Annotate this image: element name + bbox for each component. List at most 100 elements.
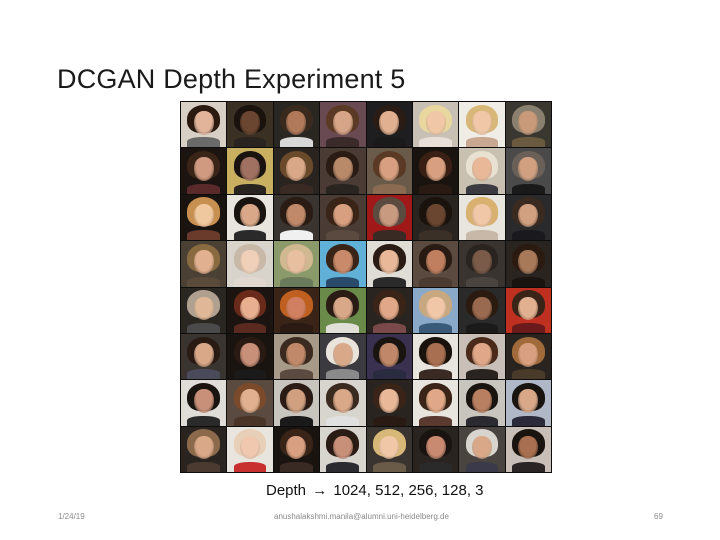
face-skin: [425, 203, 446, 228]
face-skin: [240, 250, 261, 274]
face-thumbnail: [273, 194, 320, 241]
face-shoulders: [326, 276, 360, 287]
face-skin: [240, 435, 261, 460]
face-thumbnail: [320, 333, 366, 380]
face-skin: [518, 389, 539, 413]
face-skin: [471, 389, 492, 413]
face-shoulders: [465, 369, 499, 380]
face-shoulders: [511, 322, 545, 333]
face-shoulders: [372, 183, 406, 194]
face-thumbnail: [505, 333, 551, 380]
face-skin: [471, 111, 492, 135]
face-skin: [286, 435, 307, 460]
face-skin: [471, 296, 492, 321]
face-shoulders: [372, 137, 406, 148]
face-shoulders: [326, 230, 360, 241]
face-shoulders: [280, 415, 313, 426]
face-skin: [332, 250, 353, 274]
face-thumbnail: [366, 426, 412, 472]
footer-page-number: 69: [654, 512, 663, 521]
face-shoulders: [233, 137, 267, 148]
face-thumbnail: [366, 148, 412, 194]
face-thumbnail: [273, 380, 320, 426]
face-shoulders: [280, 230, 313, 241]
face-shoulders: [326, 322, 360, 333]
face-thumbnail: [181, 426, 227, 472]
face-shoulders: [187, 322, 220, 333]
face-thumbnail: [412, 426, 459, 472]
face-shoulders: [419, 183, 452, 194]
face-skin: [518, 296, 539, 321]
face-skin: [193, 296, 214, 321]
face-shoulders: [233, 415, 267, 426]
face-shoulders: [465, 462, 499, 472]
face-shoulders: [419, 230, 452, 241]
face-shoulders: [465, 276, 499, 287]
face-thumbnail: [505, 380, 551, 426]
face-thumbnail: [273, 102, 320, 148]
face-skin: [425, 389, 446, 413]
face-skin: [379, 203, 400, 228]
face-shoulders: [280, 369, 313, 380]
face-skin: [518, 435, 539, 460]
face-shoulders: [511, 230, 545, 241]
face-shoulders: [419, 415, 452, 426]
face-shoulders: [419, 276, 452, 287]
face-thumbnail: [505, 287, 551, 333]
face-skin: [379, 296, 400, 321]
face-skin: [518, 342, 539, 367]
face-skin: [379, 250, 400, 274]
face-shoulders: [187, 369, 220, 380]
face-thumbnail: [366, 194, 412, 241]
face-thumbnail: [459, 333, 505, 380]
face-thumbnail: [320, 148, 366, 194]
face-thumbnail: [505, 102, 551, 148]
face-skin: [379, 111, 400, 135]
face-skin: [286, 203, 307, 228]
face-thumbnail: [366, 380, 412, 426]
face-skin: [379, 435, 400, 460]
face-skin: [379, 389, 400, 413]
face-thumbnail: [181, 194, 227, 241]
face-thumbnail: [459, 102, 505, 148]
face-skin: [332, 111, 353, 135]
face-skin: [286, 111, 307, 135]
face-shoulders: [233, 183, 267, 194]
face-skin: [425, 250, 446, 274]
face-skin: [379, 342, 400, 367]
face-skin: [286, 342, 307, 367]
face-skin: [193, 111, 214, 135]
face-shoulders: [280, 183, 313, 194]
face-thumbnail: [505, 426, 551, 472]
face-shoulders: [326, 183, 360, 194]
face-thumbnail: [227, 426, 273, 472]
face-skin: [332, 389, 353, 413]
face-thumbnail: [412, 287, 459, 333]
face-shoulders: [280, 276, 313, 287]
face-skin: [471, 342, 492, 367]
face-skin: [425, 296, 446, 321]
face-thumbnail: [505, 148, 551, 194]
face-shoulders: [372, 462, 406, 472]
face-thumbnail: [320, 287, 366, 333]
face-shoulders: [187, 462, 220, 472]
face-skin: [425, 342, 446, 367]
face-shoulders: [233, 230, 267, 241]
face-skin: [240, 111, 261, 135]
right-arrow-icon: →: [312, 482, 328, 499]
face-skin: [240, 157, 261, 182]
footer-email: anushalakshmi.manila@alumni.uni-heidelbe…: [274, 512, 449, 521]
slide-title: DCGAN Depth Experiment 5: [57, 64, 406, 94]
face-skin: [332, 342, 353, 367]
face-thumbnail: [505, 194, 551, 241]
face-thumbnail: [412, 194, 459, 241]
face-thumbnail: [459, 194, 505, 241]
face-thumbnail: [227, 148, 273, 194]
face-skin: [379, 157, 400, 182]
footer-date: 1/24/19: [58, 512, 85, 521]
face-shoulders: [187, 137, 220, 148]
face-skin: [193, 250, 214, 274]
face-skin: [286, 250, 307, 274]
face-skin: [425, 435, 446, 460]
face-skin: [471, 203, 492, 228]
